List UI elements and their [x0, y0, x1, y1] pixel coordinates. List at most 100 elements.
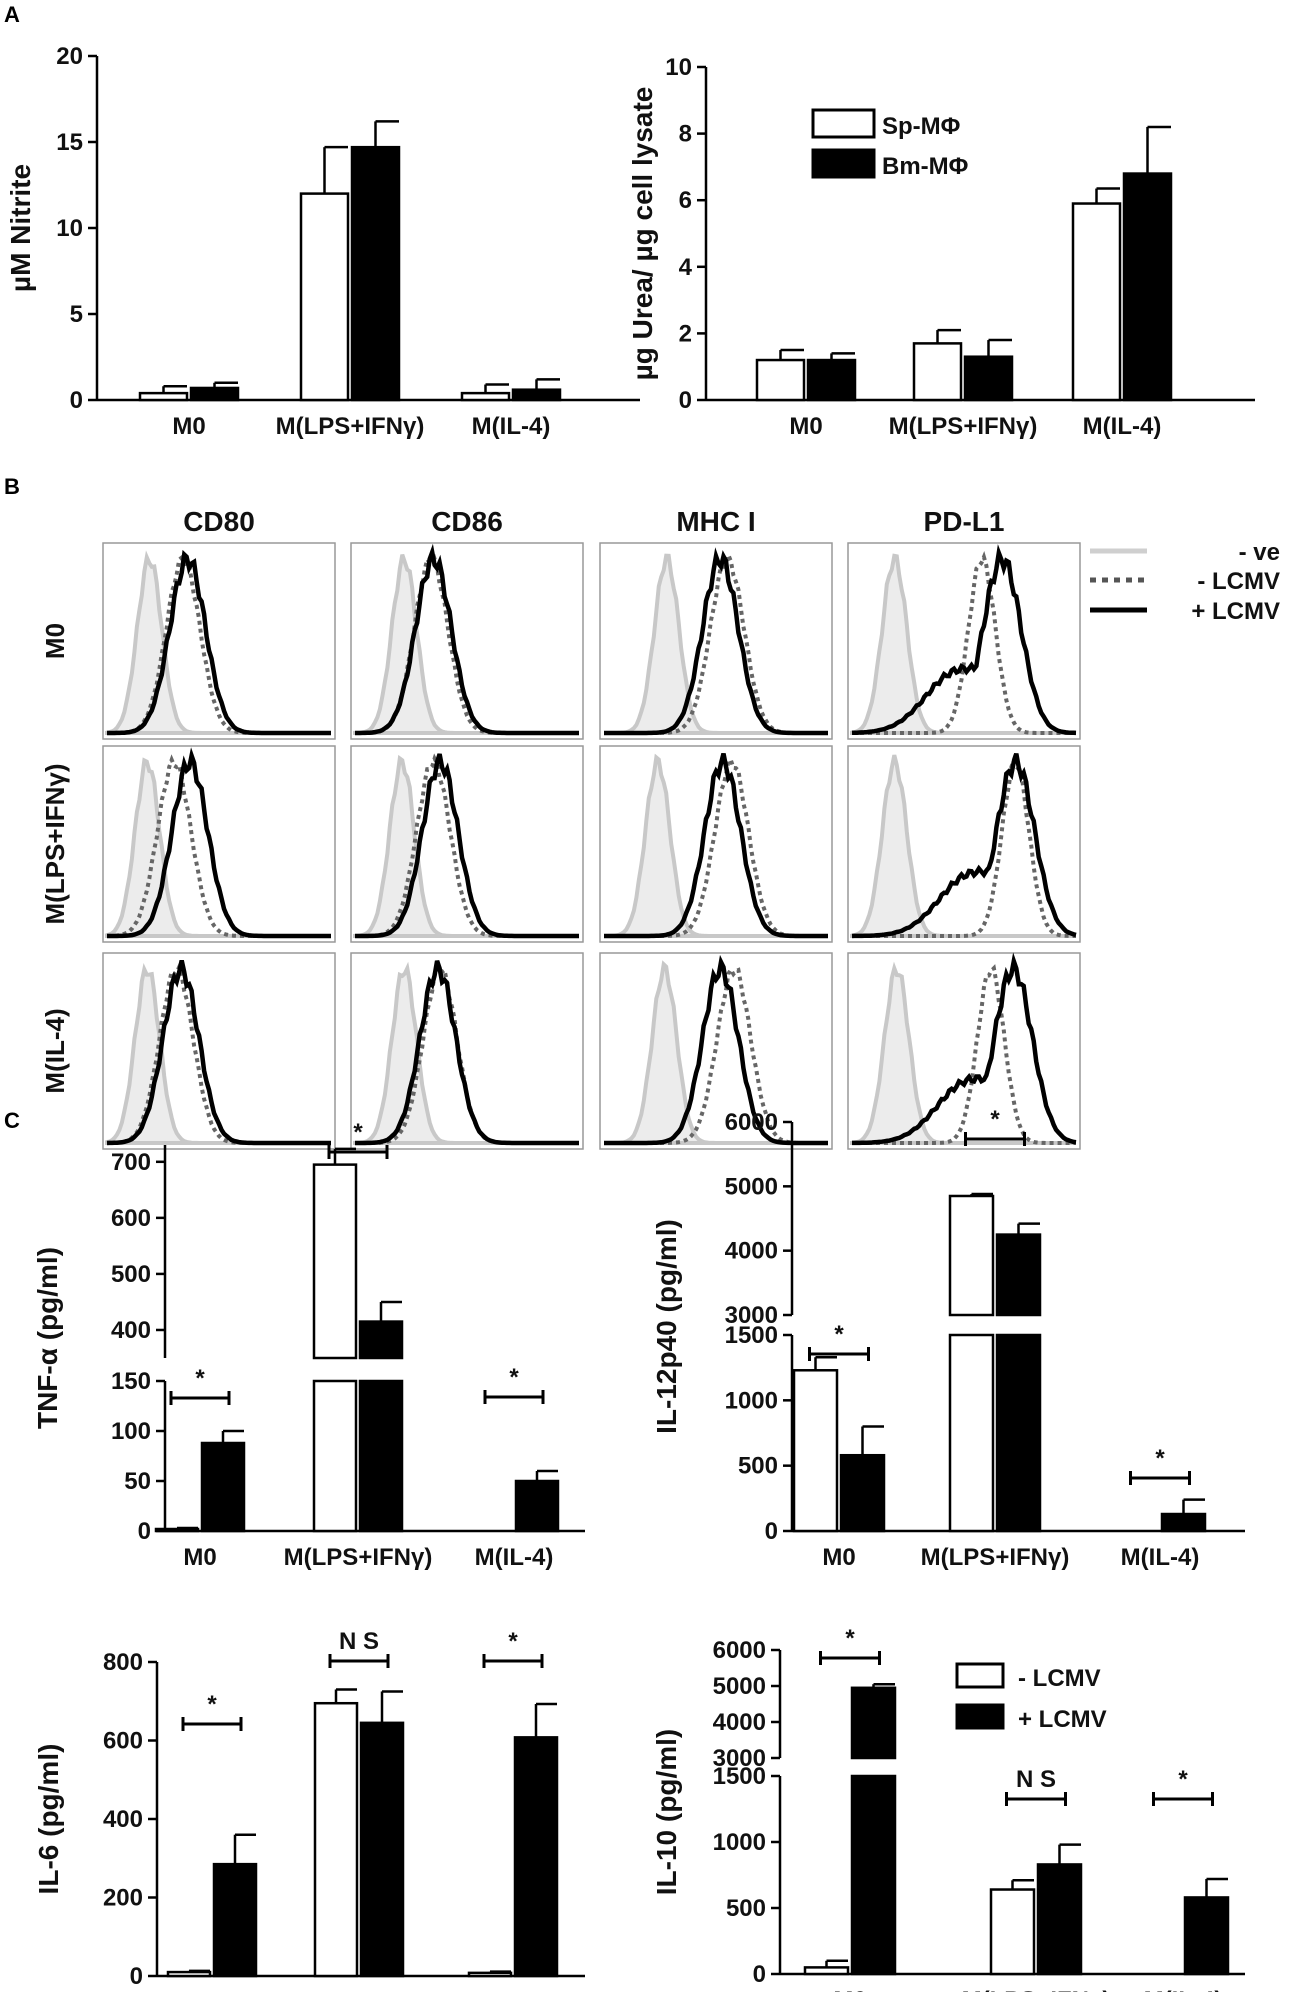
bar-open [299, 192, 350, 402]
urea-chart: 0 2 4 6 8 10 µg Urea/ µg cell lysate M0 M(LPS+IF… [627, 54, 1255, 440]
y-axis-title: µM Nitrite [5, 164, 36, 292]
bar-filled [359, 1721, 405, 1978]
bar-open-lower [312, 1379, 358, 1533]
bar-filled [1122, 172, 1173, 402]
y-tick-label: 0 [130, 1963, 143, 1990]
row-label: M(LPS+IFNγ) [40, 763, 70, 924]
bar-filled [995, 1233, 1042, 1317]
column-header: MHC I [676, 506, 755, 537]
legend-swatch-filled [811, 148, 876, 179]
significance-label: * [845, 1625, 855, 1652]
significance-label: * [990, 1106, 1000, 1133]
legend-label: + LCMV [1191, 598, 1280, 625]
bar-open [154, 1527, 200, 1533]
bar-open [313, 1701, 359, 1978]
y-tick-label: 500 [726, 1895, 766, 1922]
x-category-label: M0 [195, 1989, 228, 1992]
histogram-plus-lcmv [604, 954, 828, 1146]
x-category-label: M(LPS+IFNγ) [889, 413, 1038, 440]
bar-filled [511, 388, 562, 402]
significance-label: * [509, 1364, 519, 1391]
bar-open [166, 1970, 212, 1978]
x-category-label: M(IL-4) [475, 1544, 554, 1571]
y-tick-label: 1000 [725, 1387, 778, 1414]
bar-open [460, 391, 511, 402]
bar-filled-lower [995, 1333, 1042, 1533]
bar-open [755, 358, 806, 402]
legend-label: - ve [1239, 539, 1280, 566]
legend-swatch-filled [955, 1703, 1005, 1730]
legend-label: - LCMV [1197, 568, 1280, 595]
histogram-plus-lcmv [107, 549, 331, 736]
bar-open [467, 1971, 513, 1978]
y-tick-label: 2 [679, 320, 692, 347]
bar-open [948, 1194, 995, 1317]
y-axis-title: IL-12p40 (pg/ml) [651, 1219, 682, 1434]
histogram-plus-lcmv [852, 952, 1077, 1146]
y-tick-label: 1500 [713, 1763, 766, 1790]
histogram-frame [599, 542, 833, 740]
y-tick-label: 5000 [713, 1673, 766, 1700]
y-tick-label: 400 [111, 1317, 151, 1344]
y-tick-label: 0 [679, 387, 692, 414]
bar-filled [513, 1736, 559, 1978]
y-tick-label: 0 [765, 1518, 778, 1545]
bar-open [912, 342, 963, 402]
x-category-label: M0 [789, 413, 822, 440]
significance-label: * [207, 1691, 217, 1718]
y-tick-label: 3000 [725, 1302, 778, 1329]
y-tick-label: 500 [111, 1261, 151, 1288]
y-tick-label: 15 [56, 129, 83, 156]
x-category-label: M(LPS+IFNγ) [276, 413, 425, 440]
bar-filled [212, 1862, 258, 1978]
bar-open [803, 1966, 850, 1976]
x-category-label: M(IL-4) [474, 1989, 553, 1992]
bar-filled [358, 1320, 404, 1360]
y-axis-title: IL-6 (pg/ml) [33, 1744, 64, 1895]
significance-label: * [353, 1119, 363, 1146]
y-tick-label: 20 [56, 43, 83, 70]
y-tick-label: 4000 [725, 1238, 778, 1265]
significance-label: * [195, 1365, 205, 1392]
histogram-plus-lcmv [604, 547, 828, 736]
bar-filled-lower [358, 1379, 404, 1533]
y-axis-title: IL-10 (pg/ml) [651, 1729, 682, 1895]
x-category-label: M(LPS+IFNγ) [285, 1989, 434, 1992]
bar-filled-lower [850, 1774, 897, 1976]
y-tick-label: 400 [103, 1806, 143, 1833]
y-tick-label: 6000 [713, 1637, 766, 1664]
legend-swatch-open [955, 1662, 1005, 1689]
y-tick-label: 1500 [725, 1322, 778, 1349]
y-tick-label: 700 [111, 1149, 151, 1176]
histogram-plus-lcmv [355, 543, 579, 736]
y-tick-label: 10 [56, 215, 83, 242]
y-tick-label: 0 [753, 1961, 766, 1988]
y-tick-label: 50 [124, 1468, 151, 1495]
column-header: CD86 [431, 506, 503, 537]
y-tick-label: 600 [111, 1205, 151, 1232]
column-header: PD-L1 [924, 506, 1005, 537]
il6-chart: 0 200 400 600 800 IL-6 (pg/ml) M0 M(LPS+IFNγ) M(… [33, 1628, 585, 1992]
y-tick-label: 150 [111, 1368, 151, 1395]
y-tick-label: 8 [679, 121, 692, 148]
panel-letter-c: C [4, 1108, 20, 1133]
panel-letter-b: B [4, 474, 20, 499]
histogram-plus-lcmv [355, 753, 579, 939]
y-tick-label: 5000 [725, 1173, 778, 1200]
bar-filled [200, 1441, 246, 1533]
histogram-minus-lcmv [852, 754, 1076, 938]
y-tick-label: 100 [111, 1418, 151, 1445]
bar-open [989, 1888, 1036, 1976]
bar-filled [850, 1686, 897, 1760]
bar-filled [189, 386, 240, 402]
x-category-label: M0 [183, 1544, 216, 1571]
histogram-plus-lcmv [355, 960, 579, 1146]
legend-label: Bm-MΦ [882, 153, 968, 180]
legend-label: Sp-MΦ [882, 113, 960, 140]
x-category-label: M(LPS+IFNγ) [284, 1544, 433, 1571]
y-tick-label: 800 [103, 1649, 143, 1676]
y-tick-label: 5 [70, 301, 83, 328]
bar-filled [514, 1479, 560, 1533]
x-category-label: M(LPS+IFNγ) [962, 1987, 1111, 1992]
